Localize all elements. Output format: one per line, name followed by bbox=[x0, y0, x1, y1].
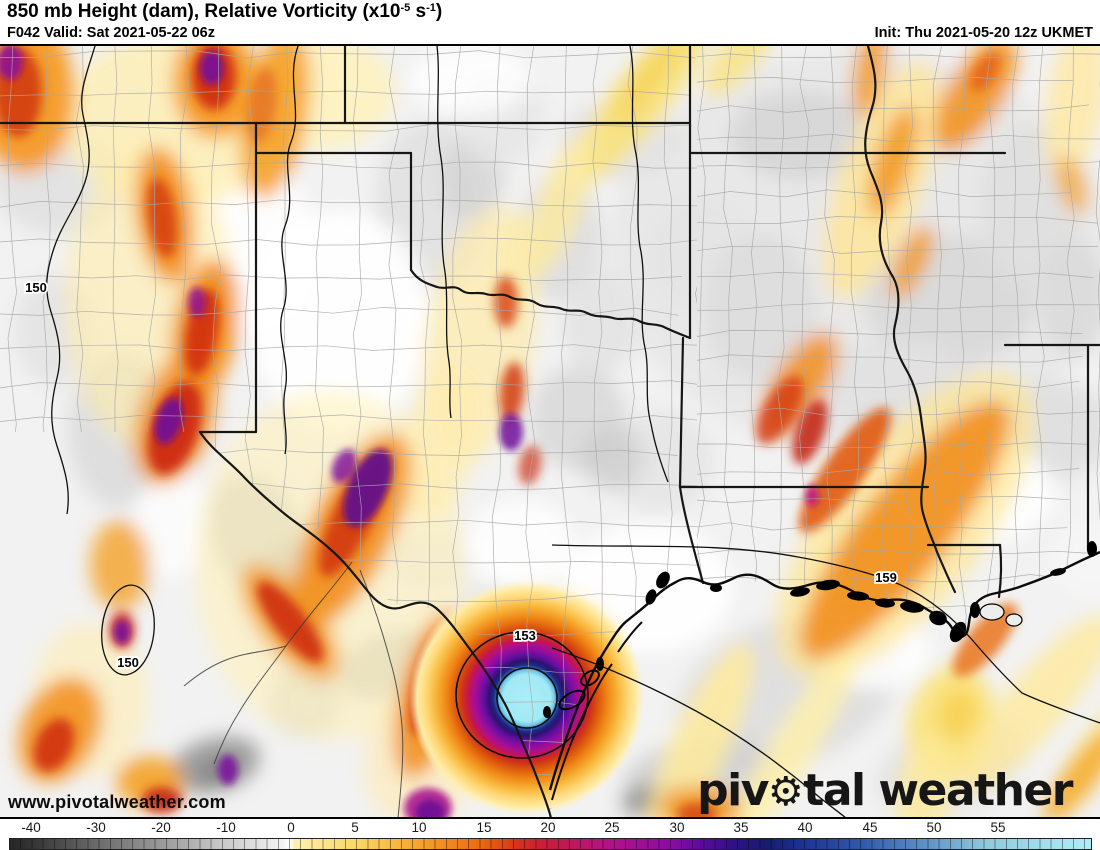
forecast-valid-label: F042 Valid: Sat 2021-05-22 06z bbox=[7, 25, 215, 41]
colorbar-tick: 30 bbox=[669, 820, 685, 835]
map-title: 850 mb Height (dam), Relative Vorticity … bbox=[7, 1, 443, 22]
colorbar-tick: -30 bbox=[86, 820, 106, 835]
colorbar-gradient bbox=[9, 838, 1092, 850]
colorbar-tick: 50 bbox=[926, 820, 942, 835]
colorbar-tick: 15 bbox=[476, 820, 492, 835]
colorbar-tick: 45 bbox=[862, 820, 878, 835]
colorbar-tick: 55 bbox=[990, 820, 1006, 835]
colorbar-tick: -40 bbox=[21, 820, 41, 835]
gear-icon: ⚙ bbox=[767, 769, 804, 815]
contour-label: 150 bbox=[117, 655, 139, 670]
colorbar-tick: 35 bbox=[733, 820, 749, 835]
colorbar-tick: -10 bbox=[216, 820, 236, 835]
colorbar-tick: 10 bbox=[411, 820, 427, 835]
watermark: www.pivotalweather.com bbox=[8, 792, 226, 812]
colorbar-tick: 25 bbox=[604, 820, 620, 835]
weather-map: 150 150 153 159 www.pivotalweather.com piv⚙… bbox=[0, 46, 1100, 817]
colorbar-tick: 0 bbox=[287, 820, 295, 835]
colorbar-tick: 40 bbox=[797, 820, 813, 835]
colorbar-tick: -20 bbox=[151, 820, 171, 835]
colorbar-tick: 20 bbox=[540, 820, 556, 835]
init-label: Init: Thu 2021-05-20 12z UKMET bbox=[874, 25, 1093, 41]
contour-label: 153 bbox=[514, 628, 536, 643]
header: 850 mb Height (dam), Relative Vorticity … bbox=[0, 0, 1100, 46]
brand-logo: piv⚙tal weather bbox=[697, 765, 1073, 816]
contour-label: 159 bbox=[875, 570, 897, 585]
map-canvas: 150 150 153 159 bbox=[0, 46, 1100, 817]
colorbar-ticks: -40 -30 -20 -10 0 5 10 15 20 25 30 35 40 45 50 55 bbox=[0, 819, 1100, 838]
colorbar-tick: 5 bbox=[351, 820, 359, 835]
colorbar: -40 -30 -20 -10 0 5 10 15 20 25 30 35 40 45 50 55 bbox=[0, 817, 1100, 850]
contour-label: 150 bbox=[25, 280, 47, 295]
